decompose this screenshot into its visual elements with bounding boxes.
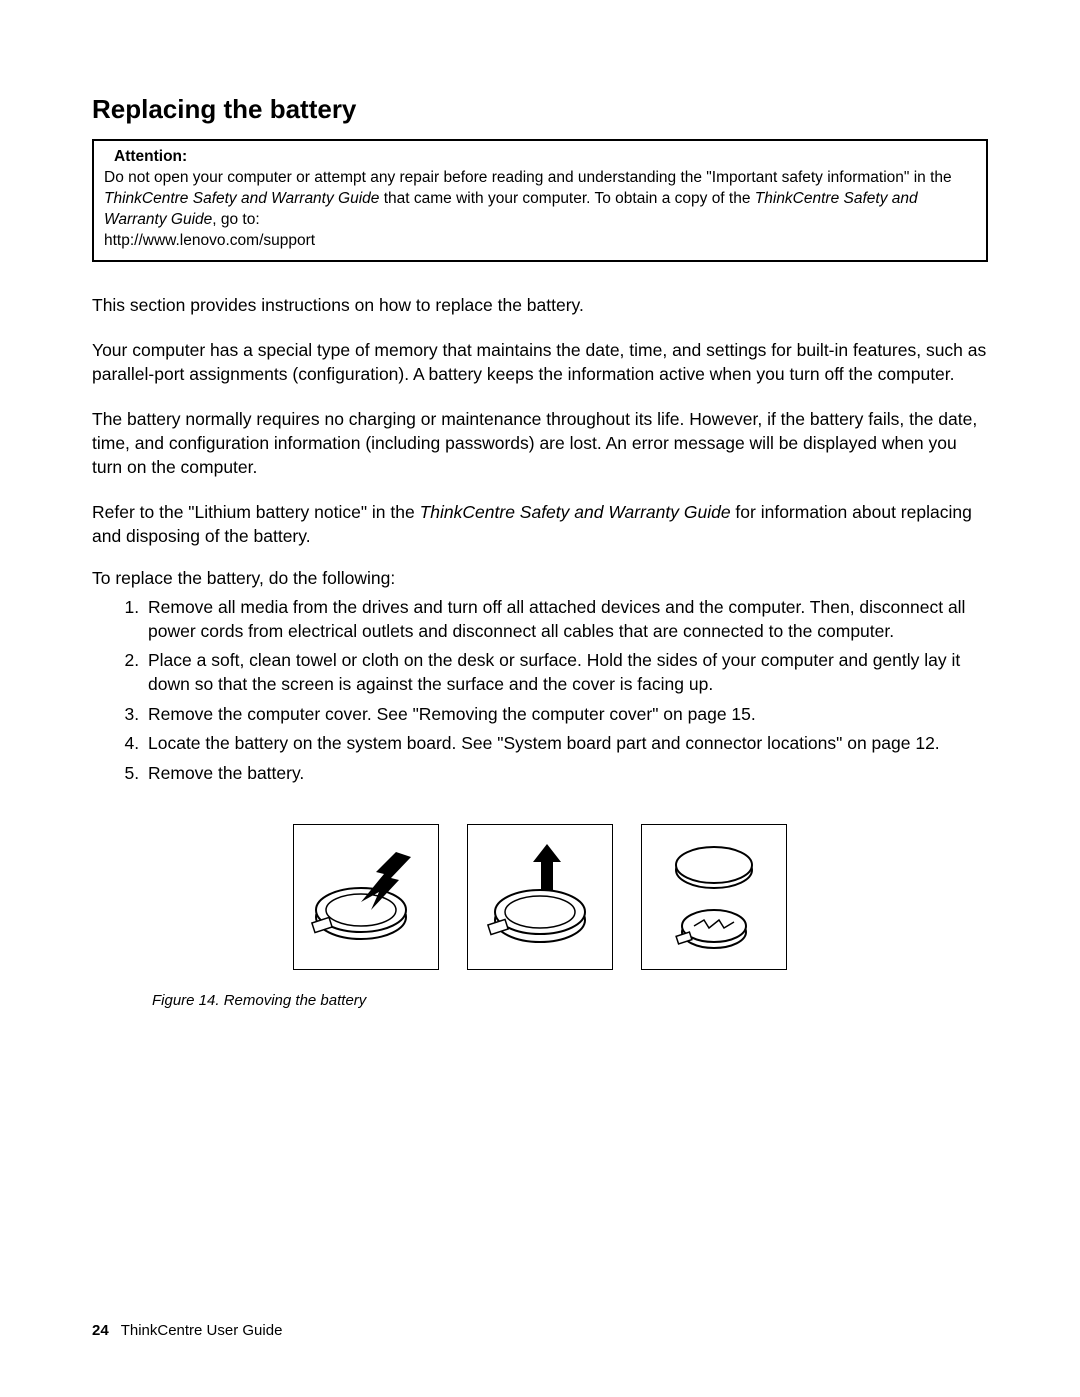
paragraph-lithium-notice: Refer to the "Lithium battery notice" in… xyxy=(92,501,988,548)
step-4: Locate the battery on the system board. … xyxy=(144,732,988,756)
step-1: Remove all media from the drives and tur… xyxy=(144,596,988,643)
footer-title: ThinkCentre User Guide xyxy=(121,1322,283,1339)
battery-press-icon xyxy=(301,832,431,962)
figure-panel-3 xyxy=(641,824,787,970)
figure-caption: Figure 14. Removing the battery xyxy=(152,992,988,1009)
attention-text-pre: Do not open your computer or attempt any… xyxy=(104,169,952,186)
para4-italic: ThinkCentre Safety and Warranty Guide xyxy=(420,502,731,522)
figure-row xyxy=(92,824,988,970)
paragraph-memory: Your computer has a special type of memo… xyxy=(92,339,988,386)
attention-box: Attention: Do not open your computer or … xyxy=(92,139,988,262)
figure-panel-1 xyxy=(293,824,439,970)
attention-guide-1: ThinkCentre Safety and Warranty Guide xyxy=(104,190,379,207)
step-5: Remove the battery. xyxy=(144,762,988,786)
document-page: Replacing the battery Attention: Do not … xyxy=(0,0,1080,1397)
para4-pre: Refer to the "Lithium battery notice" in… xyxy=(92,502,420,522)
attention-url: http://www.lenovo.com/support xyxy=(104,232,315,249)
attention-text-post: , go to: xyxy=(212,211,259,228)
paragraph-intro: This section provides instructions on ho… xyxy=(92,294,988,318)
figure-panel-2 xyxy=(467,824,613,970)
battery-lift-icon xyxy=(475,832,605,962)
paragraph-procedure-intro: To replace the battery, do the following… xyxy=(92,567,988,591)
attention-label: Attention: xyxy=(114,147,976,168)
battery-removed-icon xyxy=(649,832,779,962)
step-3: Remove the computer cover. See "Removing… xyxy=(144,703,988,727)
step-2: Place a soft, clean towel or cloth on th… xyxy=(144,649,988,696)
procedure-list: Remove all media from the drives and tur… xyxy=(92,596,988,785)
attention-text-mid: that came with your computer. To obtain … xyxy=(379,190,754,207)
paragraph-battery-life: The battery normally requires no chargin… xyxy=(92,408,988,479)
page-number: 24 xyxy=(92,1322,109,1339)
page-footer: 24 ThinkCentre User Guide xyxy=(92,1322,282,1339)
section-heading: Replacing the battery xyxy=(92,94,988,125)
